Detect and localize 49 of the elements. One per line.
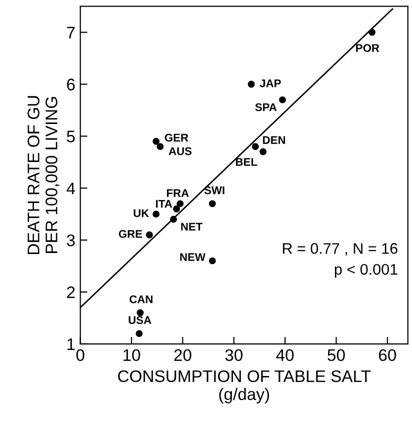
annotation: DEN — [263, 136, 286, 144]
point — [252, 143, 259, 150]
y-tick-label: 5 — [66, 130, 75, 142]
point — [152, 210, 160, 218]
point — [368, 28, 376, 36]
annotation: R = 0.77 , N = 16 p < 0.001 — [282, 243, 398, 278]
point — [208, 200, 216, 208]
annotation: USA — [128, 316, 152, 324]
annotation: SWI — [204, 186, 224, 194]
point — [136, 309, 144, 316]
annotation: UK — [134, 209, 150, 218]
x-tick-label: 30 — [225, 349, 242, 362]
y-tick-label: 1 — [67, 338, 75, 350]
point — [260, 148, 267, 156]
x-tick-label: 40 — [276, 349, 294, 362]
point — [146, 231, 153, 238]
annotation: GER — [164, 134, 188, 142]
y-tick-label: 6 — [67, 78, 75, 90]
point — [279, 96, 286, 104]
annotation: POR — [356, 44, 380, 52]
annotation: NEW — [180, 253, 206, 261]
x-tick-label: 60 — [378, 349, 396, 362]
x-tick-label: 50 — [328, 349, 345, 362]
annotation: FRA — [166, 189, 189, 197]
y-axis-title: DEATH RATE OF GU PER 100,000 LIVING — [28, 96, 60, 254]
point — [156, 143, 164, 150]
point — [248, 80, 255, 88]
point — [176, 200, 184, 208]
y-tick-label: 4 — [66, 182, 75, 194]
x-tick-label: 10 — [124, 349, 140, 362]
annotation: NET — [181, 222, 203, 230]
annotation: SPA — [255, 103, 277, 112]
annotation: AUS — [168, 147, 192, 156]
point — [152, 138, 160, 145]
point — [208, 257, 216, 264]
annotation: GRE — [118, 230, 142, 238]
y-tick-label: 3 — [66, 234, 75, 246]
x-tick-label: 0 — [76, 349, 84, 362]
y-tick-label: 7 — [67, 26, 75, 38]
x-axis-title: CONSUMPTION OF TABLE SALT (g/day) — [118, 370, 371, 404]
annotation: BEL — [236, 158, 258, 166]
annotation: CAN — [130, 295, 152, 304]
point — [173, 205, 180, 212]
annotation: ITA — [156, 200, 172, 208]
annotation: JAP — [260, 79, 281, 88]
point — [136, 330, 143, 338]
x-tick-label: 20 — [174, 349, 192, 362]
point — [170, 216, 177, 223]
y-tick-label: 2 — [67, 286, 75, 298]
